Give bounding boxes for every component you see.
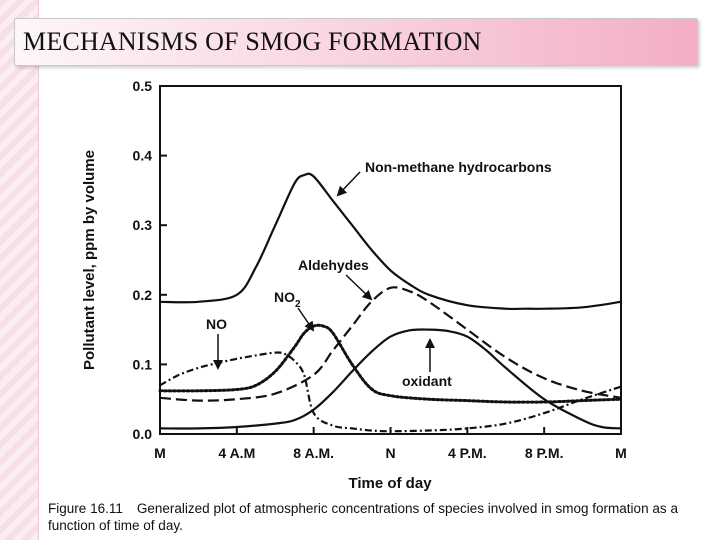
caption-text: Generalized plot of atmospheric concentr… bbox=[48, 501, 678, 533]
y-tick-label: 0.2 bbox=[133, 287, 153, 303]
y-tick-label: 0.1 bbox=[133, 356, 153, 372]
x-axis-title: Time of day bbox=[348, 475, 432, 492]
annotation-oxidant-label: oxidant bbox=[402, 373, 452, 389]
y-tick-label: 0.5 bbox=[133, 78, 153, 94]
figure-caption: Figure 16.11 Generalized plot of atmosphe… bbox=[48, 500, 678, 534]
series-line-aldehydes bbox=[159, 286, 622, 402]
annotation-no2-label: NO2 bbox=[274, 289, 301, 310]
x-tick-label: 8 P.M. bbox=[525, 445, 564, 461]
slide-title-bar: MECHANISMS OF SMOG FORMATION bbox=[14, 18, 698, 66]
x-axis-ticks: M 4 A.M 8 A.M. N 4 P.M. 8 P.M. M bbox=[154, 427, 627, 461]
y-tick-label: 0.0 bbox=[133, 426, 153, 442]
x-tick-label: 4 A.M bbox=[218, 445, 255, 461]
smog-line-chart: 0.0 0.1 0.2 0.3 0.4 0.5 M 4 A.M 8 A.M. N 4 P.M. 8 … bbox=[81, 78, 627, 492]
annotation-layer: Non-methane hydrocarbons Aldehydes NO2 N… bbox=[206, 159, 552, 389]
x-tick-label: N bbox=[385, 445, 395, 461]
annotation-nmhc-arrow bbox=[336, 171, 361, 197]
y-axis-ticks: 0.0 0.1 0.2 0.3 0.4 0.5 bbox=[133, 78, 167, 442]
x-tick-label: 8 A.M. bbox=[293, 445, 334, 461]
series-line-no bbox=[159, 351, 622, 433]
annotation-nmhc-label: Non-methane hydrocarbons bbox=[365, 159, 552, 175]
series-line-no2 bbox=[158, 323, 623, 404]
caption-label: Figure 16.11 bbox=[48, 501, 123, 516]
x-tick-label: M bbox=[154, 445, 166, 461]
figure-area: 0.0 0.1 0.2 0.3 0.4 0.5 M 4 A.M 8 A.M. N 4 P.M. 8 … bbox=[40, 72, 700, 540]
annotation-no2-main: NO bbox=[274, 289, 295, 305]
series-line-oxidant bbox=[159, 328, 622, 430]
y-tick-label: 0.3 bbox=[133, 217, 153, 233]
x-tick-label: 4 P.M. bbox=[448, 445, 487, 461]
y-tick-label: 0.4 bbox=[133, 148, 153, 164]
slide-title: MECHANISMS OF SMOG FORMATION bbox=[23, 27, 482, 56]
side-decoration-strip bbox=[0, 0, 38, 540]
annotation-aldehydes-label: Aldehydes bbox=[298, 257, 369, 273]
series-line-non-methane-hydrocarbons bbox=[159, 172, 622, 311]
annotation-no2-subscript: 2 bbox=[295, 299, 301, 310]
annotation-no2-arrow bbox=[297, 307, 315, 332]
annotation-no-label: NO bbox=[206, 316, 227, 332]
x-tick-label: M bbox=[615, 445, 627, 461]
y-axis-title: Pollutant level, ppm by volume bbox=[81, 150, 98, 370]
annotation-aldehydes-arrow bbox=[345, 274, 373, 301]
series-layer bbox=[158, 172, 623, 433]
side-decoration-line bbox=[38, 0, 39, 540]
